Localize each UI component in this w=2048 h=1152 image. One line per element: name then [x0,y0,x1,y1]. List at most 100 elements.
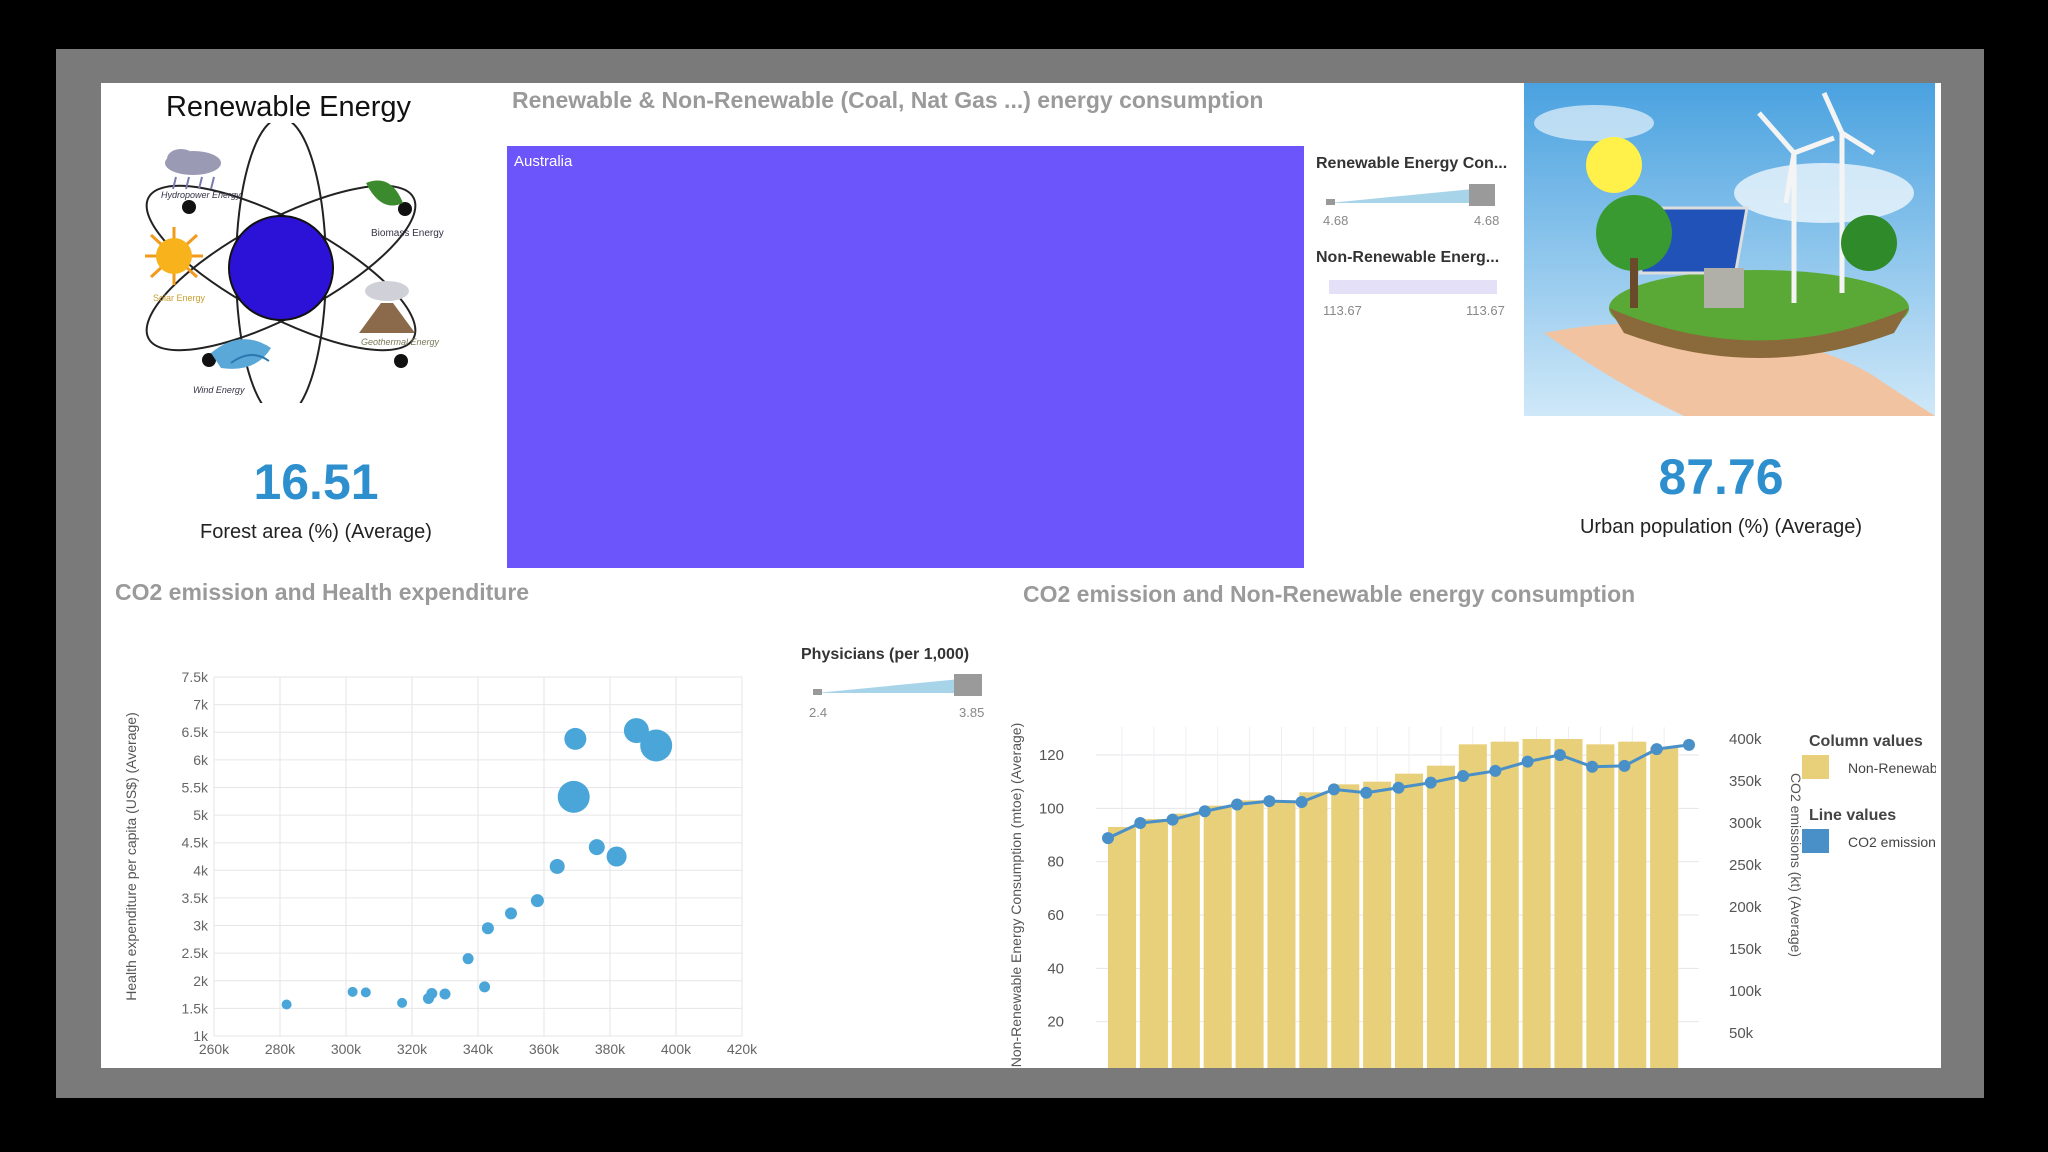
scatter-title: CO2 emission and Health expenditure [115,579,530,605]
combo-y-tick-label: 100 [1039,800,1064,817]
renewable-hand-illustration [1524,83,1935,416]
combo-line-point [1586,760,1599,773]
scatter-point [623,718,649,744]
renewable-filter-slider[interactable] [1326,183,1506,213]
physicians-filter-slider[interactable] [813,673,988,703]
combo-bar [1139,819,1168,1068]
renewable-energy-diagram: Hydropower Energy Biomass Energy Solar E… [145,123,444,403]
renewable-filter-label: Renewable Energy Con... [1316,155,1508,172]
biomass-icon [366,180,403,206]
combo-bar [1203,805,1232,1068]
scatter-point [481,922,494,935]
scatter-point [397,997,408,1008]
combo-y2-tick-label: 50k [1729,1025,1754,1042]
combo-legend-line-swatch [1802,829,1829,853]
combo-line-point [1360,786,1373,799]
scatter-y-tick-label: 4.5k [182,835,209,851]
scatter-y-tick-label: 6k [193,752,209,768]
forest-kpi-label: Forest area (%) (Average) [200,521,432,543]
solar-label: Solar Energy [153,293,206,303]
combo-chart: 0 20 40 60 80 100 120 0 50k 100k 150k 200k 250k 300k 3… [1008,723,1936,1068]
wind-icon [211,339,271,369]
combo-line-point [1392,781,1405,794]
combo-bar [1426,765,1455,1068]
scatter-chart: 260k 280k 300k 320k 340k 360k 380k 400k 420k 1k 1.… [123,669,758,1057]
geothermal-icon [359,281,415,333]
combo-line-point [1327,783,1340,796]
physicians-filter-min: 2.4 [809,705,828,720]
scatter-point [505,907,517,920]
wind-turbine-icon [1757,91,1876,303]
urban-kpi-label: Urban population (%) (Average) [1579,516,1862,538]
scatter-y-tick-label: 3.5k [182,890,209,906]
scatter-point [426,987,438,999]
combo-line-point [1424,776,1437,789]
scatter-point [640,729,673,762]
combo-line-point [1295,796,1308,808]
scatter-point [281,999,292,1010]
renewable-energy-title: Renewable Energy [165,91,412,123]
combo-line-point [1263,795,1276,808]
combo-line-point [1134,817,1147,829]
geothermal-label: Geothermal Energy [361,337,440,347]
combo-bar [1331,784,1360,1068]
combo-y2-tick-label: 250k [1729,857,1762,874]
scatter-point [479,981,491,993]
treemap-cell-label: Australia [514,153,573,170]
solar-icon [145,227,203,285]
scatter-x-tick-label: 380k [595,1041,626,1057]
combo-bar [1522,739,1551,1068]
scatter-y-tick-label: 3k [193,918,209,934]
hydropower-icon [165,149,221,190]
nonrenewable-filter-label: Non-Renewable Energ... [1316,249,1500,266]
scatter-y-tick-label: 5.5k [182,779,209,795]
combo-legend-line-title: Line values [1809,807,1896,824]
scatter-point [564,727,587,750]
wind-label: Wind Energy [193,385,245,395]
scatter-point [557,780,590,813]
combo-bar [1267,800,1296,1068]
combo-y2-tick-label: 0 [1729,1067,1737,1068]
physicians-filter-label: Physicians (per 1,000) [801,646,970,663]
scatter-point [347,986,358,997]
scatter-x-tick-label: 340k [463,1041,494,1057]
scatter-x-tick-label: 400k [661,1041,692,1057]
scatter-y-tick-label: 7k [193,697,209,713]
combo-line-point [1231,798,1244,811]
nucleus-globe [228,215,334,321]
combo-y-tick-label: 20 [1047,1014,1064,1031]
dashboard: Renewable Energy Hydropower En [101,83,1941,1068]
combo-y2-tick-label: 150k [1729,941,1762,958]
scatter-y-tick-label: 1.5k [182,1000,209,1016]
combo-bar [1299,792,1328,1068]
combo-bar [1586,744,1615,1068]
hand-icon [1544,323,1935,416]
combo-line-point [1489,764,1502,777]
combo-bar [1490,741,1519,1068]
combo-line-point [1457,769,1470,782]
treemap-title: Renewable & Non-Renewable (Coal, Nat Gas… [512,87,1264,113]
scatter-y-tick-label: 2.5k [182,945,209,961]
nonrenewable-filter-slider[interactable] [1329,280,1497,294]
hydropower-label: Hydropower Energy [161,190,241,200]
combo-y-tick-label: 80 [1047,854,1064,871]
combo-line-point [1198,805,1211,818]
scatter-y-tick-label: 6.5k [182,724,209,740]
scatter-point [549,858,565,874]
treemap-cell-australia[interactable]: Australia [507,146,1304,568]
combo-line-point [1650,743,1663,756]
combo-bar [1171,813,1200,1068]
nonrenewable-filter-max: 113.67 [1466,303,1505,318]
combo-line-point [1618,759,1631,772]
combo-y2-tick-label: 300k [1729,815,1762,832]
combo-legend-column-swatch [1802,755,1829,779]
scatter-x-tick-label: 260k [199,1041,230,1057]
combo-y-tick-label: 0 [1056,1067,1064,1068]
nonrenewable-filter-min: 113.67 [1323,303,1362,318]
combo-bar [1618,741,1647,1068]
combo-y2-axis-label: CO2 emissions (kt) (Average) [1788,773,1804,957]
scatter-x-tick-label: 420k [727,1041,758,1057]
combo-line-point [1521,755,1534,768]
combo-bar [1395,773,1424,1068]
combo-y2-tick-label: 400k [1729,731,1762,748]
